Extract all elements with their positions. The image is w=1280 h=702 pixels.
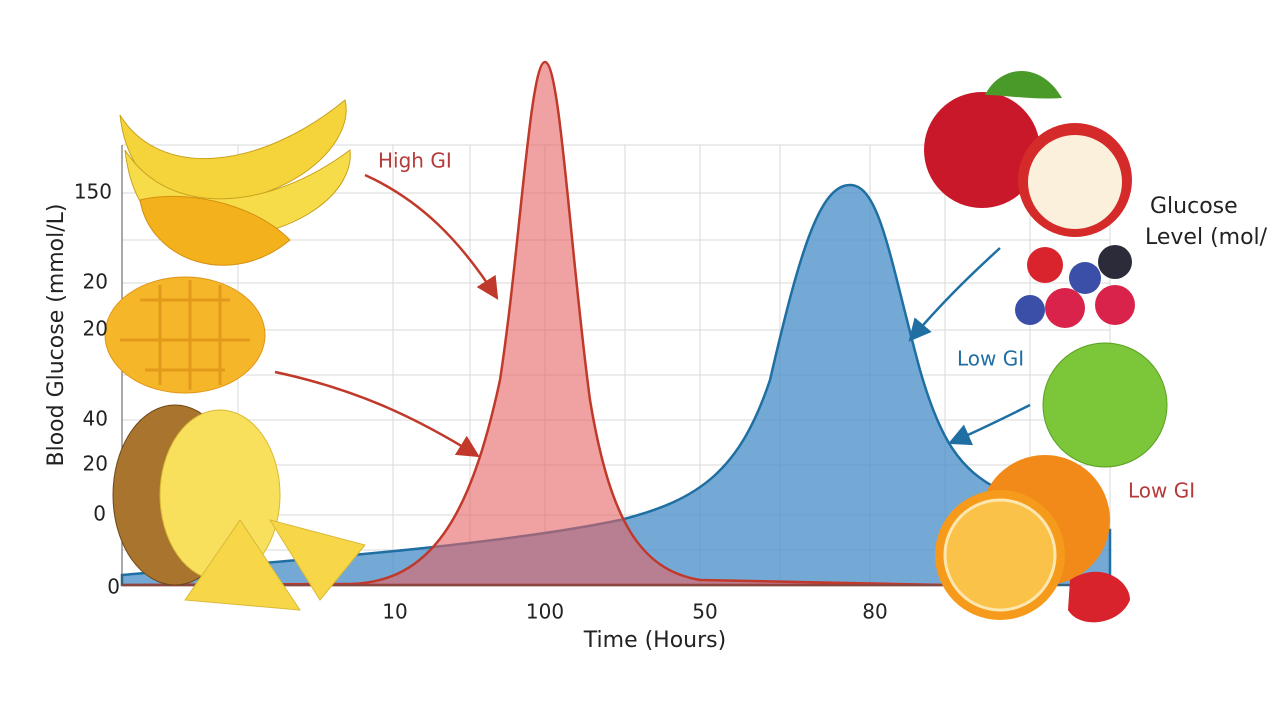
side-label: Level (mol/ xyxy=(1145,225,1268,250)
side-label: Glucose xyxy=(1150,194,1238,219)
annotation: Low GI xyxy=(1128,479,1195,503)
x-tick-label: 50 xyxy=(692,600,717,624)
high-gi-curve xyxy=(121,60,946,587)
y-tick-label: 0 xyxy=(93,502,106,526)
y-axis-title: Blood Glucose (mmol/L) xyxy=(44,203,69,466)
x-tick-label: 10 xyxy=(382,600,407,624)
y-tick-label: 0 xyxy=(107,575,120,599)
y-tick-label: 20 xyxy=(83,270,108,294)
y-tick-label: 20 xyxy=(83,317,108,341)
y-tick-label: 20 xyxy=(83,452,108,476)
y-tick-label: 150 xyxy=(74,180,112,204)
x-axis-title: Time (Hours) xyxy=(583,628,726,653)
annotation: High GI xyxy=(378,149,452,173)
fruit-left xyxy=(104,99,366,611)
x-tick-labels: 10 100 50 80 xyxy=(382,600,887,624)
y-tick-labels: 150 20 20 40 20 0 0 xyxy=(74,180,120,599)
fruit-right xyxy=(924,70,1168,623)
arrows xyxy=(274,173,1031,458)
x-tick-label: 80 xyxy=(862,600,887,624)
x-tick-label: 100 xyxy=(526,600,564,624)
y-tick-label: 40 xyxy=(83,407,108,431)
annotation: Low GI xyxy=(957,347,1024,371)
